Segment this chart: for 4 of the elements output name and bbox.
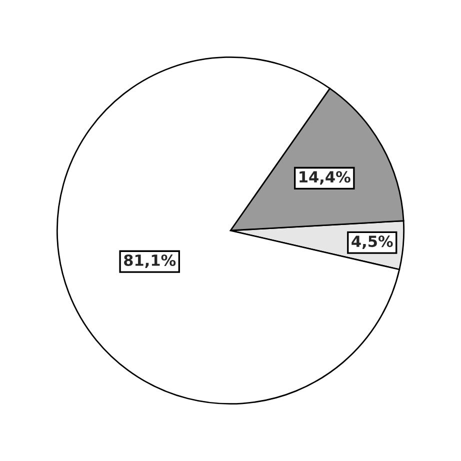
data-label: 81,1% xyxy=(124,254,176,268)
data-label: 4,5% xyxy=(352,236,393,250)
pie-slice xyxy=(56,56,400,405)
data-label: 14,4% xyxy=(300,171,350,185)
